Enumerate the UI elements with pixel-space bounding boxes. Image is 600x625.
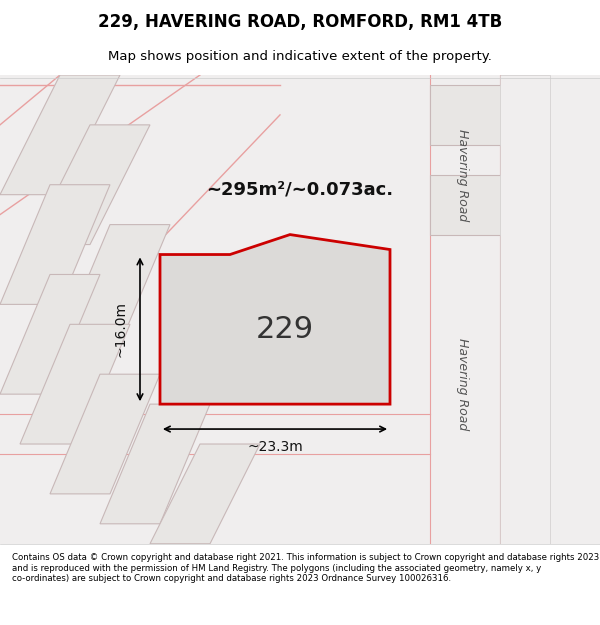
Polygon shape bbox=[430, 85, 520, 145]
Polygon shape bbox=[100, 404, 210, 524]
Text: Map shows position and indicative extent of the property.: Map shows position and indicative extent… bbox=[108, 50, 492, 62]
Text: Contains OS data © Crown copyright and database right 2021. This information is : Contains OS data © Crown copyright and d… bbox=[12, 554, 599, 583]
Polygon shape bbox=[20, 324, 130, 444]
Text: ~23.3m: ~23.3m bbox=[247, 440, 303, 454]
Polygon shape bbox=[50, 374, 160, 494]
Polygon shape bbox=[160, 234, 390, 404]
Polygon shape bbox=[30, 125, 150, 244]
Polygon shape bbox=[0, 75, 120, 194]
Text: 229: 229 bbox=[256, 315, 314, 344]
Text: Havering Road: Havering Road bbox=[455, 129, 469, 221]
Text: ~16.0m: ~16.0m bbox=[113, 301, 127, 358]
Polygon shape bbox=[0, 274, 100, 394]
Polygon shape bbox=[150, 444, 260, 544]
Text: Havering Road: Havering Road bbox=[455, 338, 469, 430]
Polygon shape bbox=[500, 75, 550, 544]
Text: ~295m²/~0.073ac.: ~295m²/~0.073ac. bbox=[206, 181, 394, 199]
Text: 229, HAVERING ROAD, ROMFORD, RM1 4TB: 229, HAVERING ROAD, ROMFORD, RM1 4TB bbox=[98, 13, 502, 31]
Polygon shape bbox=[430, 175, 520, 234]
Polygon shape bbox=[60, 224, 170, 344]
Polygon shape bbox=[0, 185, 110, 304]
